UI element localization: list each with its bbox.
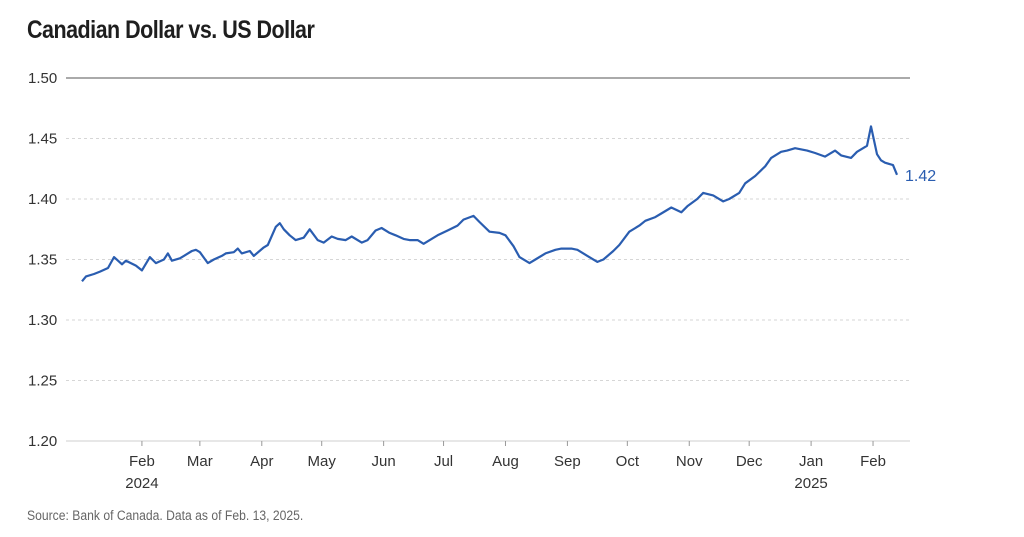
x-tick-label: Feb [860,453,886,470]
y-axis: 1.50 1.45 1.40 1.35 1.30 1.25 1.20 [28,70,57,450]
y-tick-label: 1.30 [28,312,57,329]
x-tick-label: Jul [434,453,453,470]
x-tick-label: Jan [799,453,823,470]
x-tick-year-label: 2024 [125,475,158,492]
chart-title: Canadian Dollar vs. US Dollar [27,16,315,44]
x-tick-label: Dec [736,453,763,470]
x-tick-label: Feb [129,453,155,470]
gridlines [66,77,910,442]
y-tick-label: 1.25 [28,373,57,390]
x-tick-label: May [308,453,337,470]
y-tick-label: 1.35 [28,252,57,269]
source-note: Source: Bank of Canada. Data as of Feb. … [27,508,304,523]
series-line [81,125,899,282]
y-tick-label: 1.20 [28,433,57,450]
x-tick-label: Apr [250,453,273,470]
y-tick-label: 1.40 [28,191,57,208]
end-value-label: 1.42 [905,168,936,185]
x-tick-label: Sep [554,453,581,470]
x-tick-label: Mar [187,453,213,470]
x-tick-label: Aug [492,453,519,470]
x-tick-year-label: 2025 [794,475,827,492]
x-tick-label: Jun [372,453,396,470]
x-tick-label: Oct [616,453,640,470]
y-tick-label: 1.45 [28,131,57,148]
x-axis: Feb 2024 Mar Apr May Jun Jul Aug Sep Oct Nov Dec Jan… [125,441,886,492]
y-tick-label: 1.50 [28,70,57,87]
x-tick-label: Nov [676,453,703,470]
